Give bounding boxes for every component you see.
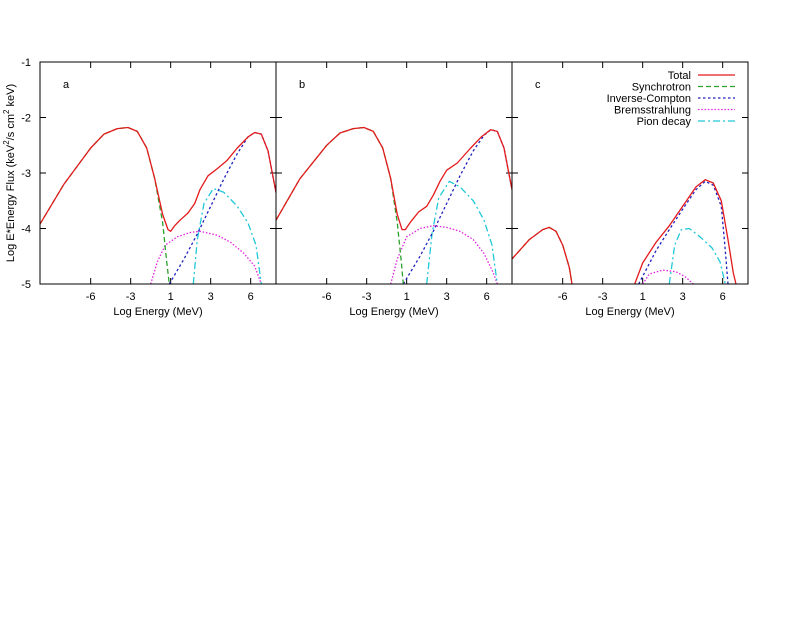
series-group bbox=[276, 126, 512, 284]
x-axis-label: Log Energy (MeV) bbox=[349, 306, 438, 318]
y-axis-label: Log E*Energy Flux (keV2/s cm2 keV) bbox=[2, 84, 17, 262]
x-tick-label: -6 bbox=[322, 291, 332, 303]
legend-label: Pion decay bbox=[637, 116, 692, 128]
series-line-total bbox=[512, 226, 573, 284]
series-group bbox=[512, 179, 737, 284]
series-line-ic bbox=[402, 129, 512, 284]
series-line-synchrotron bbox=[40, 126, 170, 284]
x-tick-label: -3 bbox=[362, 291, 372, 303]
x-tick-label: -3 bbox=[598, 291, 608, 303]
series-line-brems bbox=[150, 230, 262, 284]
series-line-synchrotron bbox=[512, 226, 573, 284]
x-tick-label: 3 bbox=[680, 291, 686, 303]
panel-c-plot: -6 -3 1 3 6 Log Energy (MeV) c bbox=[511, 61, 749, 318]
series-line-brems bbox=[642, 269, 694, 284]
series-line-brems bbox=[390, 225, 498, 284]
series-line-total bbox=[40, 126, 276, 232]
y-tick-label: -2 bbox=[21, 113, 31, 125]
x-axis-label: Log Energy (MeV) bbox=[113, 306, 202, 318]
series-group bbox=[40, 126, 276, 284]
legend-label: Bremsstrahlung bbox=[614, 105, 691, 117]
legend: TotalSynchrotronInverse-ComptonBremsstra… bbox=[607, 70, 735, 128]
x-tick-label: 3 bbox=[208, 291, 214, 303]
y-tick-label: -5 bbox=[21, 279, 31, 291]
series-line-ic bbox=[638, 180, 729, 284]
panel-label: b bbox=[299, 79, 305, 91]
y-tick-label: -1 bbox=[21, 57, 31, 69]
x-tick-label: 1 bbox=[640, 291, 646, 303]
series-line-pion bbox=[192, 187, 262, 284]
panel-label: c bbox=[535, 79, 541, 91]
legend-label: Inverse-Compton bbox=[607, 93, 691, 105]
legend-label: Total bbox=[668, 70, 691, 82]
x-tick-label: 6 bbox=[248, 291, 254, 303]
x-tick-label: -3 bbox=[126, 291, 136, 303]
x-tick-label: -6 bbox=[86, 291, 96, 303]
series-line-total bbox=[634, 179, 737, 284]
panel-b-plot: -6 -3 1 3 6 Log Energy (MeV) b bbox=[275, 61, 513, 318]
x-tick-label: -6 bbox=[558, 291, 568, 303]
x-axis-label: Log Energy (MeV) bbox=[585, 306, 674, 318]
series-line-synchrotron bbox=[276, 126, 404, 284]
series-line-ic bbox=[168, 131, 276, 284]
plot-frame bbox=[511, 61, 749, 285]
series-line-total bbox=[276, 126, 512, 231]
series-line-pion bbox=[426, 180, 498, 284]
plot-frame bbox=[275, 61, 513, 285]
x-tick-label: 6 bbox=[720, 291, 726, 303]
y-tick-labels: -1 -2 -3 -4 -5 bbox=[21, 57, 31, 291]
y-tick-label: -3 bbox=[21, 168, 31, 180]
y-tick-label: -4 bbox=[21, 224, 31, 236]
x-tick-label: 6 bbox=[484, 291, 490, 303]
panel-label: a bbox=[63, 79, 70, 91]
x-tick-label: 3 bbox=[444, 291, 450, 303]
panel-a-plot: -6 -3 1 3 6 Log Energy (MeV) a bbox=[39, 61, 277, 318]
x-tick-label: 1 bbox=[404, 291, 410, 303]
x-tick-label: 1 bbox=[168, 291, 174, 303]
series-line-pion bbox=[668, 227, 726, 284]
legend-label: Synchrotron bbox=[632, 82, 691, 94]
